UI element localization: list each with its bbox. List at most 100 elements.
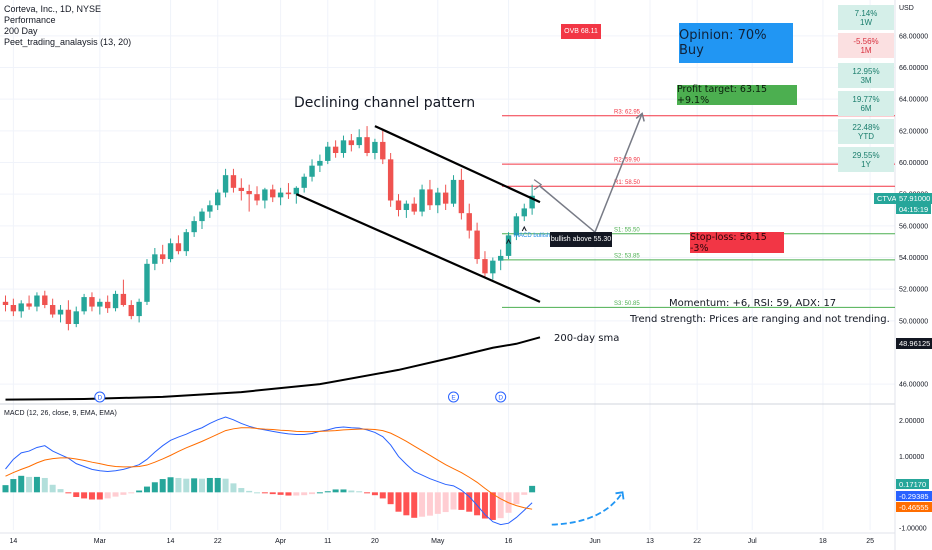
candle-body <box>81 297 87 312</box>
candle-body <box>97 301 103 307</box>
perf-value: 7.14% <box>854 8 878 18</box>
macd-histogram-bar <box>41 477 48 493</box>
perf-box-ytd: 22.48% YTD <box>838 119 894 144</box>
macd-tick-label: 1.00000 <box>899 454 924 461</box>
candle-body <box>325 146 331 161</box>
perf-period: 1W <box>860 17 872 27</box>
perf-box-3m: 12.95% 3M <box>838 63 894 88</box>
candle-body <box>120 293 127 305</box>
macd-histogram-bar <box>81 492 88 499</box>
macd-histogram-bar <box>324 491 331 493</box>
macd-histogram-bar <box>238 488 245 493</box>
candle-body <box>222 175 229 193</box>
candle-body <box>34 295 40 307</box>
sma-indicator-label[interactable]: 200 Day <box>4 26 38 36</box>
perf-value: 22.48% <box>852 122 880 132</box>
event-marker <box>495 391 507 403</box>
candle-body <box>505 235 512 256</box>
perf-value: 19.77% <box>852 94 880 104</box>
candle-body <box>270 189 276 198</box>
macd-histogram-bar <box>450 492 457 510</box>
macd-histogram-bar <box>57 489 64 493</box>
macd-histogram-bar <box>356 491 363 493</box>
candle-body <box>435 192 441 206</box>
candle-body <box>317 160 323 166</box>
event-marker-label: D <box>97 395 102 402</box>
macd-histogram-bar <box>96 492 103 500</box>
macd-histogram-bar <box>497 492 504 519</box>
macd-histogram-bar <box>151 482 158 493</box>
macd-histogram-bar <box>104 492 111 499</box>
macd-histogram-bar <box>120 492 127 495</box>
opinion-badge: Opinion: 70% Buy <box>679 23 793 63</box>
macd-histogram-bar <box>143 486 150 493</box>
candle-body <box>112 293 119 309</box>
time-tick-label: 18 <box>819 538 827 545</box>
macd-histogram-bar <box>199 478 205 493</box>
macd-histogram-bar <box>481 492 488 519</box>
candle-body <box>191 221 197 233</box>
time-tick-label: 25 <box>866 538 874 545</box>
candle-body <box>419 189 425 212</box>
countdown-tag: 04:15:19 <box>896 204 932 214</box>
macd-tick-label: 2.00000 <box>899 418 924 425</box>
candle-body <box>230 175 237 188</box>
candle-body <box>387 159 394 201</box>
custom-indicator-label[interactable]: Peet_trading_analaysis (13, 20) <box>4 37 132 47</box>
symbol-title[interactable]: Corteva, Inc., 1D, NYSE <box>4 4 102 14</box>
macd-histogram-bar <box>191 478 198 493</box>
time-tick-label: 14 <box>167 538 175 545</box>
macd-histogram-bar <box>73 492 80 497</box>
candle-body <box>372 141 378 153</box>
candle-body <box>89 297 95 307</box>
candle-body <box>411 203 417 212</box>
performance-indicator-label[interactable]: Performance <box>4 15 56 25</box>
macd-histogram-bar <box>348 490 355 493</box>
macd-legend[interactable]: MACD (12, 26, close, 9, EMA, EMA) <box>4 410 117 417</box>
trend-text: Trend strength: Prices are ranging and n… <box>630 314 890 325</box>
price-tick-label: 54.00000 <box>899 255 928 262</box>
macd-histogram-bar <box>285 492 292 496</box>
candle-body <box>254 194 260 201</box>
macd-histogram-bar <box>364 492 371 494</box>
macd-tick-label: -1.00000 <box>899 526 927 533</box>
time-tick-label: 13 <box>646 538 654 545</box>
perf-box-6m: 19.77% 6M <box>838 91 894 116</box>
macd-histogram-bar <box>261 492 268 494</box>
time-tick-label: 20 <box>371 538 379 545</box>
macd-histogram-bar <box>222 478 229 493</box>
macd-line-tag: -0.29385 <box>896 491 932 501</box>
macd-histogram-bar <box>159 479 166 493</box>
candle-body <box>348 140 355 146</box>
time-tick-label: 16 <box>505 538 513 545</box>
perf-period: 1M <box>860 45 872 55</box>
time-tick-label: May <box>431 538 445 545</box>
macd-histogram-bar <box>316 492 323 494</box>
candle-body <box>442 192 449 204</box>
macd-histogram-bar <box>175 477 182 493</box>
macd-histogram-bar <box>26 476 33 493</box>
candle-body <box>136 301 142 317</box>
macd-forecast-arrow <box>551 491 624 526</box>
macd-forecast-arrowhead <box>615 491 625 500</box>
perf-period: 1Y <box>861 159 871 169</box>
candle-body <box>144 263 150 302</box>
perf-box-1w: 7.14% 1W <box>838 5 894 30</box>
stop-loss-badge: Stop-loss: 56.15 -3% <box>690 232 784 254</box>
macd-histogram-bar <box>65 492 72 494</box>
candle-body <box>104 301 111 309</box>
candle-body <box>482 259 488 274</box>
pivot-level-label: S1: 55.50 <box>614 227 640 233</box>
profit-target-badge: Profit target: 63.15 +9.1% <box>677 84 797 106</box>
sma200-line <box>5 336 541 401</box>
candle-body <box>207 205 213 212</box>
time-tick-label: 22 <box>693 538 701 545</box>
candle-body <box>450 179 457 204</box>
candle-body <box>57 309 64 315</box>
candle-body <box>466 213 472 231</box>
currency-label: USD <box>899 5 914 12</box>
macd-histogram-bar <box>340 489 347 493</box>
candle-body <box>513 216 520 236</box>
